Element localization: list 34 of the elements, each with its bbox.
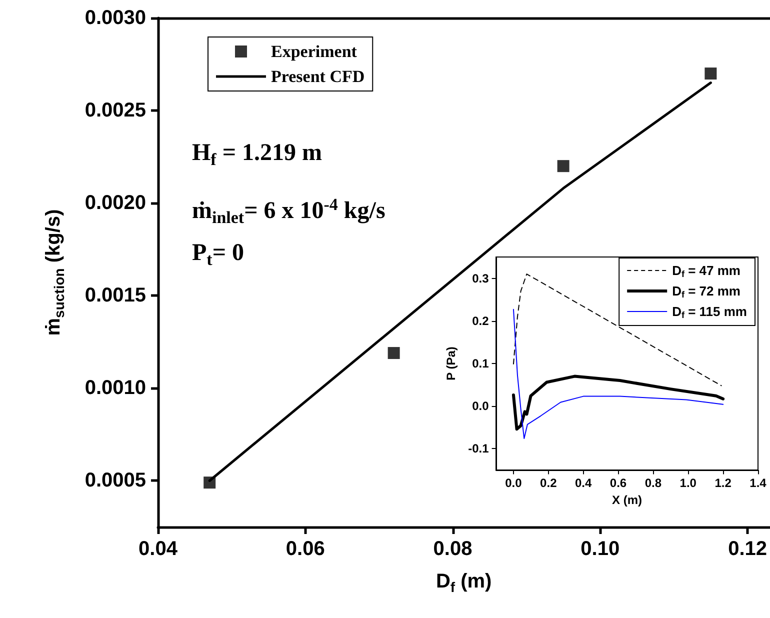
y-tick-label: -0.1: [468, 442, 490, 456]
y-tick-label: 0.3: [472, 271, 490, 286]
y-tick-label: 0.0010: [84, 377, 146, 400]
x-tick-label: 0.8: [644, 476, 662, 490]
y-tick-label: 0.0030: [84, 7, 146, 29]
x-tick-label: 0.04: [138, 538, 178, 560]
point: [388, 347, 400, 360]
x-axis-title: X (m): [612, 493, 642, 508]
x-tick-label: 0.12: [728, 538, 768, 560]
point: [557, 160, 570, 172]
y-axis-title: P (Pa): [444, 346, 458, 380]
legend-label: Experiment: [271, 42, 358, 61]
y-tick-label: 0.0005: [84, 470, 146, 492]
x-tick-label: 1.4: [750, 476, 767, 490]
x-tick-label: 0.2: [540, 476, 558, 490]
x-tick-label: 1.0: [680, 476, 697, 490]
y-tick-label: 0.0025: [84, 100, 146, 122]
y-axis-title: ṁsuction (kg/s): [42, 209, 67, 336]
y-tick-label: 0.1: [472, 356, 490, 370]
y-tick-label: 0.0: [472, 399, 490, 414]
line-series: [512, 308, 724, 439]
y-tick-label: 0.2: [472, 314, 490, 328]
x-tick-label: 0.10: [580, 538, 620, 560]
x-tick-label: 0.08: [433, 538, 472, 560]
line-series: [512, 374, 725, 431]
point: [704, 68, 717, 80]
y-tick-label: 0.0020: [84, 192, 146, 214]
x-tick-label: 0.6: [610, 476, 627, 490]
x-tick-label: 0.4: [574, 476, 592, 490]
x-tick-label: 1.2: [714, 476, 732, 490]
y-tick-label: 0.0015: [84, 284, 146, 307]
legend-label: Present CFD: [271, 67, 365, 86]
x-tick-label: 0.06: [286, 538, 325, 560]
x-tick-label: 0.0: [505, 476, 522, 490]
